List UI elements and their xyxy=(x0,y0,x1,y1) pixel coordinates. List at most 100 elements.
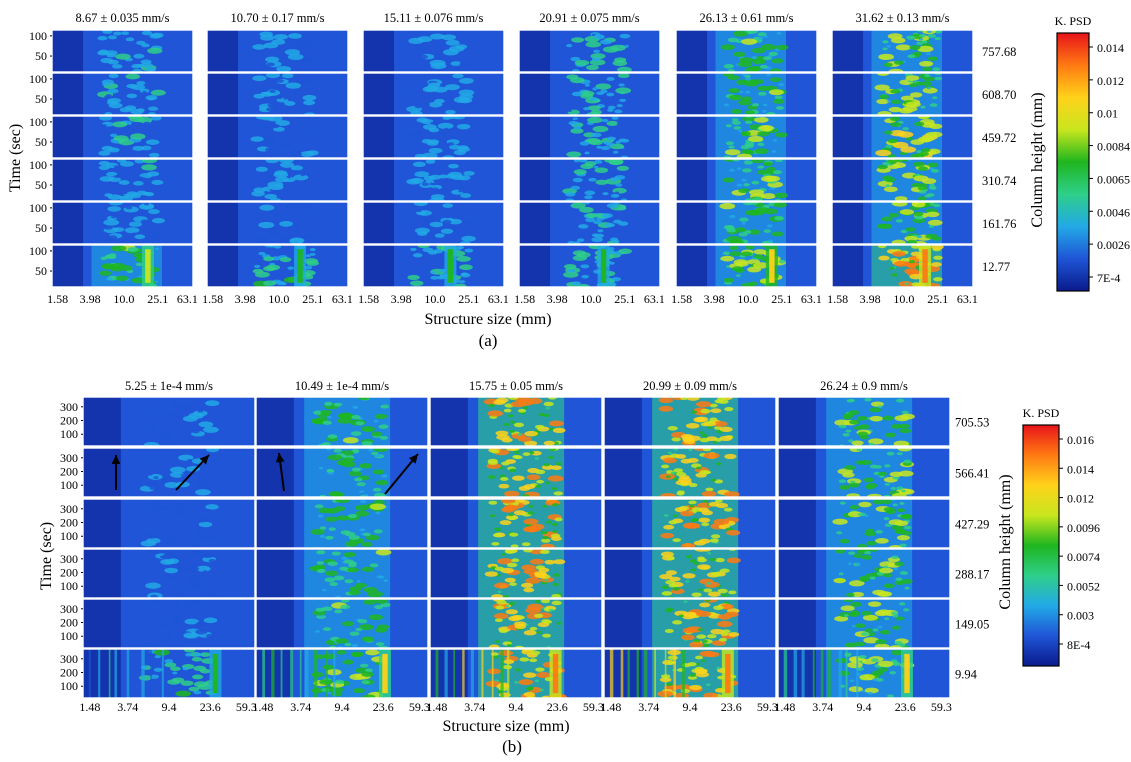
cell-blob xyxy=(616,122,621,125)
cell-blob xyxy=(518,436,532,442)
x-tick-label: 63.1 xyxy=(801,292,822,306)
cell-low-region xyxy=(256,397,294,446)
cell-blob xyxy=(606,136,616,141)
cell-border xyxy=(82,396,256,447)
cell-border xyxy=(429,498,603,549)
cell-blob xyxy=(911,202,926,208)
cell-blob xyxy=(103,225,113,230)
cell-blob xyxy=(891,99,902,105)
cell-blob xyxy=(200,450,213,456)
cell-blob xyxy=(327,434,338,439)
cell-blob xyxy=(680,397,688,401)
cell-blob xyxy=(461,104,471,109)
cell-blob xyxy=(839,501,846,505)
cell-blob xyxy=(571,69,580,72)
cell-blob xyxy=(874,610,889,617)
cell-blob xyxy=(863,637,879,644)
cell-blob xyxy=(864,687,879,694)
cell-border xyxy=(429,598,603,649)
cell-blob xyxy=(601,213,613,218)
cell-blob xyxy=(544,559,556,565)
cell-border xyxy=(603,598,777,649)
cell-band xyxy=(131,549,218,598)
cell-blob xyxy=(741,222,746,225)
heatmap-cell xyxy=(207,30,348,72)
cell-blob xyxy=(266,62,275,67)
cell-blob xyxy=(357,397,371,400)
cell-blob xyxy=(763,103,768,107)
y-tick-label: 100 xyxy=(60,629,78,643)
cell-blob xyxy=(858,655,867,659)
cell-blob xyxy=(331,551,341,556)
cell-blob xyxy=(778,259,786,264)
cell-blob xyxy=(148,549,159,553)
cell-blob xyxy=(848,686,863,693)
cell-blob xyxy=(501,552,507,556)
cell-blob xyxy=(108,73,119,79)
cell-blob xyxy=(327,454,343,461)
cell-blob xyxy=(587,116,603,124)
cell-blob xyxy=(101,79,115,85)
cell-stripe xyxy=(627,649,630,698)
cell-blob xyxy=(751,103,760,107)
cell-blob xyxy=(876,98,890,105)
cell-blob xyxy=(134,234,146,240)
cell-blob xyxy=(528,504,534,508)
cell-blob xyxy=(932,96,938,100)
cell-blob xyxy=(615,183,623,187)
cell-blob xyxy=(113,174,120,178)
heatmap-cell xyxy=(52,202,193,244)
cell-blob xyxy=(279,257,292,263)
cell-blob xyxy=(356,580,361,583)
cell-blob xyxy=(136,176,144,180)
cell-blob xyxy=(726,227,738,233)
cell-blob xyxy=(106,171,118,177)
cell-blob xyxy=(614,175,626,180)
cell-blob xyxy=(297,42,311,48)
cell-blob xyxy=(731,118,739,122)
cell-blob xyxy=(570,185,581,190)
cell-blob xyxy=(369,503,386,510)
heatmap-cell xyxy=(430,397,602,446)
cell-blob xyxy=(259,204,275,211)
cell-blob xyxy=(846,661,863,669)
cell-border xyxy=(255,548,429,599)
cell-low-region xyxy=(519,30,551,72)
cell-blob xyxy=(611,277,622,282)
cell-blob xyxy=(491,541,500,546)
row-axis-title: Column height (mm) xyxy=(1029,92,1046,227)
cell-border xyxy=(777,548,951,599)
cell-blob xyxy=(350,431,362,436)
cell-blob xyxy=(115,275,129,281)
cell-blob xyxy=(509,429,516,433)
cell-border xyxy=(82,498,256,549)
cell-blob xyxy=(891,524,904,530)
cell-blob xyxy=(358,624,374,631)
cell-blob xyxy=(619,33,631,39)
cell-low-region xyxy=(363,116,395,158)
cell-blob xyxy=(778,83,785,87)
cell-border xyxy=(362,115,505,159)
cell-blob xyxy=(593,49,601,53)
column-title: 15.11 ± 0.076 mm/s xyxy=(384,11,484,25)
cell-blob xyxy=(883,62,893,67)
cell-blob xyxy=(492,655,499,659)
cell-blob xyxy=(205,633,215,638)
cell-blob xyxy=(505,609,518,615)
cell-blob xyxy=(869,407,881,413)
heatmap-cell xyxy=(778,599,950,648)
cell-blob xyxy=(835,549,846,554)
cell-blob xyxy=(551,465,562,471)
cell-blob xyxy=(894,561,905,567)
cell-blob xyxy=(895,529,906,535)
cell-blob xyxy=(276,66,292,72)
cell-blob xyxy=(348,590,361,596)
heatmap-cell xyxy=(430,549,602,598)
cell-blob xyxy=(899,543,907,548)
x-tick-label: 63.1 xyxy=(488,292,509,306)
cell-blob xyxy=(875,530,883,534)
cell-blob xyxy=(847,511,863,518)
cell-low-region xyxy=(778,599,816,648)
cell-blob xyxy=(438,68,447,72)
cell-blob xyxy=(529,658,538,663)
